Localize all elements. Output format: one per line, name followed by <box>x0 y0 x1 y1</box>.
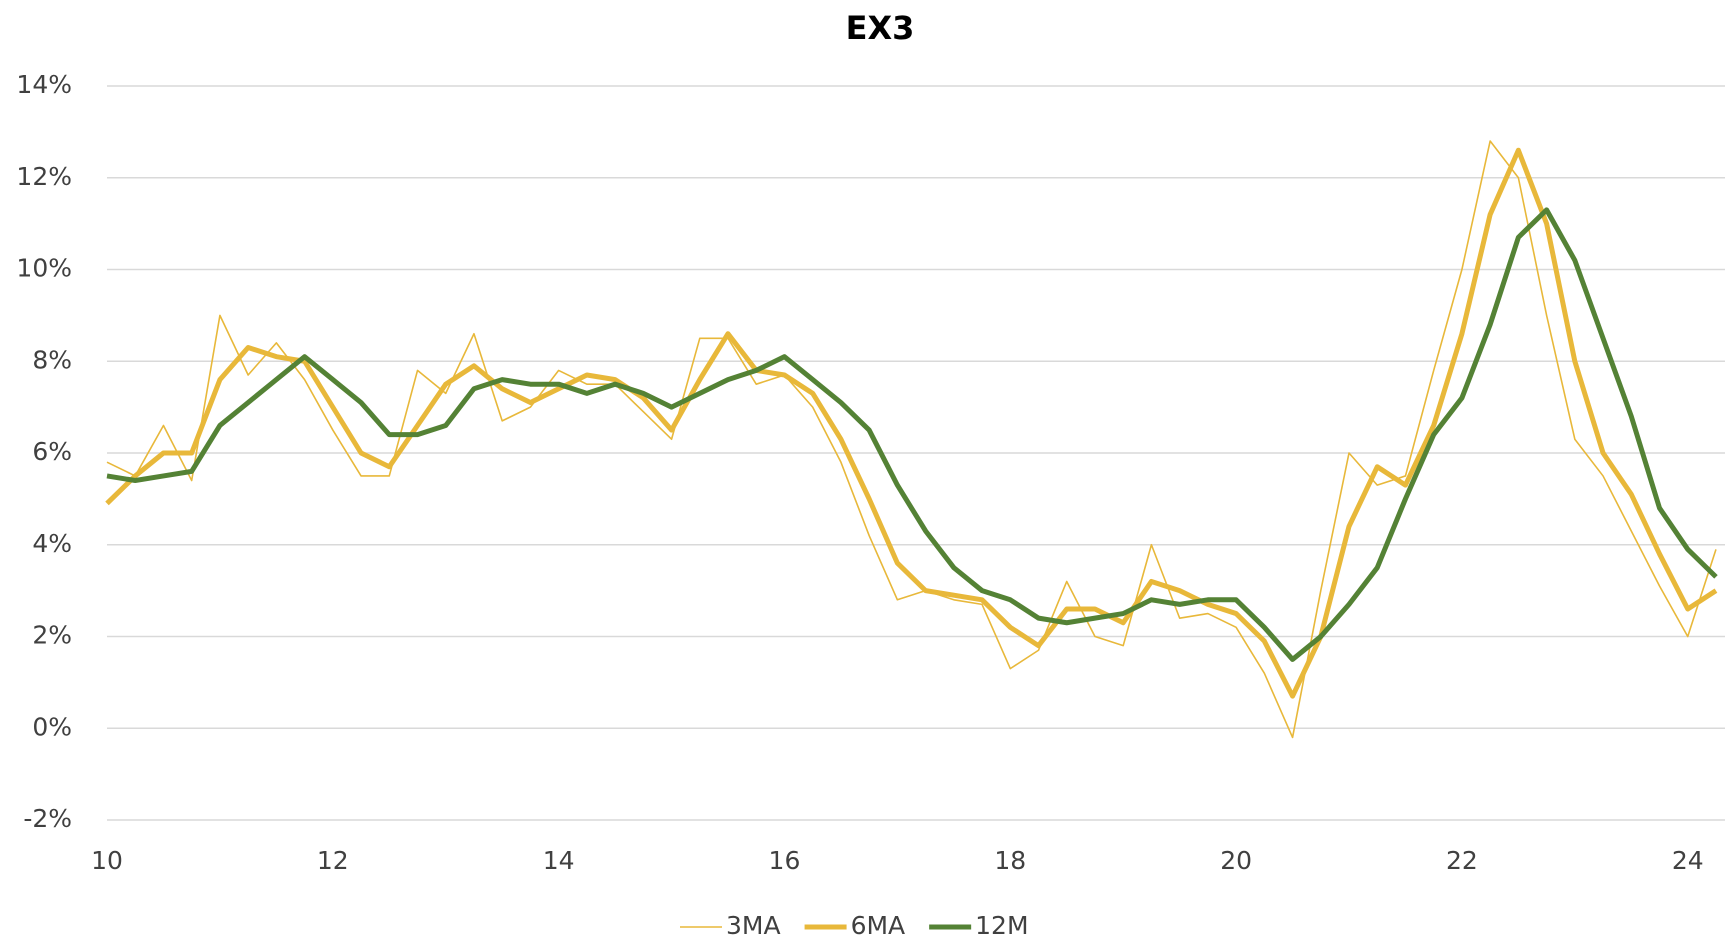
x-tick-label: 18 <box>994 846 1026 875</box>
line-series <box>106 140 1717 739</box>
y-tick-label: 2% <box>32 621 72 650</box>
x-tick-label: 12 <box>317 846 349 875</box>
legend-label: 12M <box>975 911 1028 940</box>
y-tick-label: 12% <box>16 162 72 191</box>
y-tick-label: 10% <box>16 254 72 283</box>
y-tick-label: 8% <box>32 345 72 374</box>
legend-label: 6MA <box>851 911 906 940</box>
x-tick-label: 14 <box>543 846 575 875</box>
y-tick-label: -2% <box>23 804 72 833</box>
x-tick-label: 16 <box>769 846 801 875</box>
legend-label: 3MA <box>726 911 781 940</box>
y-tick-label: 14% <box>16 70 72 99</box>
line-series <box>105 147 1718 699</box>
x-tick-label: 10 <box>91 846 123 875</box>
chart-title: EX3 <box>846 9 915 47</box>
x-tick-label: 20 <box>1220 846 1252 875</box>
y-tick-label: 4% <box>32 529 72 558</box>
x-tick-label: 22 <box>1446 846 1478 875</box>
x-tick-label: 24 <box>1672 846 1704 875</box>
y-tick-label: 6% <box>32 437 72 466</box>
y-tick-label: 0% <box>32 712 72 741</box>
line-series <box>106 207 1718 662</box>
